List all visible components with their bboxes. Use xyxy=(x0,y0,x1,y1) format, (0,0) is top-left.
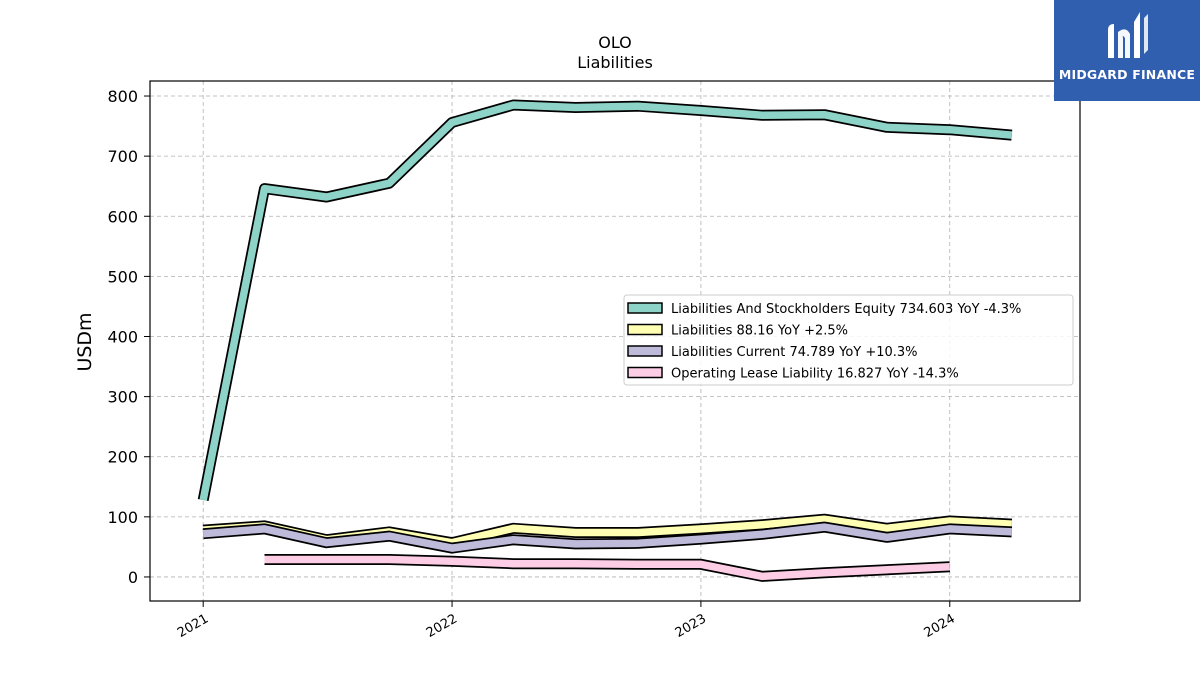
y-tick-label: 300 xyxy=(107,388,138,407)
series-line xyxy=(264,555,950,581)
x-tick-label: 2021 xyxy=(175,611,211,641)
y-axis: 0 100 200 300 400 500 600 700 800 xyxy=(107,87,150,587)
legend-swatch xyxy=(627,302,663,314)
y-tick-label: 600 xyxy=(107,207,138,226)
y-tick-label: 700 xyxy=(107,147,138,166)
y-tick-label: 200 xyxy=(107,448,138,467)
logo-mark-icon xyxy=(1108,12,1148,58)
legend-entry: Operating Lease Liability 16.827 YoY -14… xyxy=(671,367,959,382)
legend-swatch xyxy=(627,366,663,379)
legend-box xyxy=(623,294,1074,386)
y-axis-label: USDm xyxy=(74,312,96,371)
x-tick-label: 2024 xyxy=(922,611,958,641)
x-tick-label: 2022 xyxy=(424,611,460,641)
chart-title: OLO xyxy=(598,33,632,52)
series-3 xyxy=(264,554,951,582)
legend-entry: Liabilities And Stockholders Equity 734.… xyxy=(671,302,1021,317)
y-tick-label: 0 xyxy=(128,568,138,587)
series-line xyxy=(202,523,1012,552)
plot-frame xyxy=(149,80,1081,602)
x-axis: 2021 2022 2023 2024 xyxy=(175,601,958,641)
midgard-finance-logo: MIDGARD FINANCE xyxy=(1054,0,1200,101)
series-lines xyxy=(197,99,1013,582)
y-tick-label: 800 xyxy=(107,87,138,106)
y-tick-label: 100 xyxy=(107,508,138,527)
y-tick-label: 500 xyxy=(107,267,138,286)
series-0 xyxy=(197,99,1013,502)
legend: Liabilities And Stockholders Equity 734.… xyxy=(623,294,1074,386)
series-line xyxy=(199,101,1013,501)
legend-swatch xyxy=(627,345,663,357)
legend-swatch xyxy=(627,323,663,336)
logo-wordmark: MIDGARD FINANCE xyxy=(1058,67,1196,82)
x-tick-label: 2023 xyxy=(673,611,709,641)
legend-entry: Liabilities 88.16 YoY +2.5% xyxy=(671,324,848,339)
legend-entry: Liabilities Current 74.789 YoY +10.3% xyxy=(671,345,918,360)
chart-subtitle: Liabilities xyxy=(577,53,653,72)
y-tick-label: 400 xyxy=(107,327,138,346)
series-2 xyxy=(202,521,1013,554)
